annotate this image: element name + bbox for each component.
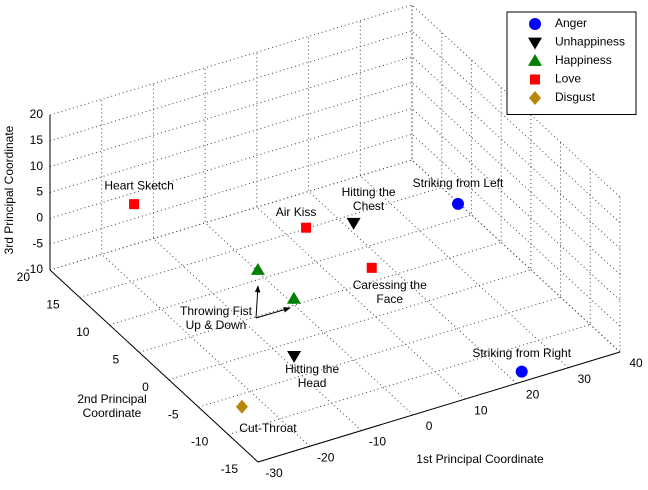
z-tick-label: -10 [26, 262, 44, 276]
y-tick-label: -5 [168, 407, 179, 421]
y-tick-label: -10 [191, 435, 209, 449]
grid-line [152, 83, 362, 431]
annotation: Up & Down [186, 318, 247, 332]
x-tick-label: 10 [474, 403, 488, 417]
y-axis-label: 2nd Principal [77, 392, 146, 406]
point [301, 222, 312, 233]
point-label: Cut-Throat [239, 421, 297, 435]
x-tick-label: -30 [265, 466, 283, 480]
x-tick-label: 0 [426, 419, 433, 433]
legend-marker [529, 91, 541, 105]
y-axis-label: Coordinate [83, 406, 142, 420]
legend-label: Unhappiness [555, 35, 625, 49]
point-label: Striking from Right [472, 346, 571, 360]
point-label: Air Kiss [276, 205, 317, 219]
point [366, 262, 377, 273]
point [235, 399, 248, 414]
legend-label: Love [555, 72, 581, 86]
annotation: Throwing Fist [180, 304, 253, 318]
point-label: Chest [353, 199, 385, 213]
annotation-arrow [255, 307, 291, 319]
z-tick-label: 20 [30, 107, 44, 121]
grid-line [308, 36, 517, 384]
y-tick-label: 10 [76, 325, 90, 339]
x-axis [257, 351, 621, 463]
point-label: Striking from Left [413, 176, 504, 190]
grid-line [49, 115, 259, 463]
y-tick-label: 15 [46, 298, 60, 312]
legend-label: Anger [555, 16, 587, 30]
z-tick-label: 0 [36, 211, 43, 225]
point-label: Face [376, 292, 403, 306]
point-label: Hitting the [342, 185, 396, 199]
legend-marker [529, 18, 541, 30]
z-axis-label: 3rd Principal Coordinate [2, 125, 16, 254]
y-tick-label: 20 [17, 270, 31, 284]
point-label: Caressing the [353, 278, 427, 292]
point [287, 351, 302, 363]
point-label: Head [298, 376, 327, 390]
x-tick-label: 20 [526, 388, 540, 402]
x-tick-label: -20 [317, 450, 335, 464]
x-tick-label: -10 [369, 435, 387, 449]
z-tick-label: 10 [30, 159, 44, 173]
legend-label: Disgust [555, 90, 596, 104]
point [129, 199, 140, 210]
annotation-arrow [254, 285, 261, 319]
point-label: Heart Sketch [104, 178, 173, 192]
y-tick-label: 5 [112, 352, 119, 366]
point [515, 365, 528, 378]
x-tick-label: 30 [578, 372, 592, 386]
legend-marker [530, 74, 540, 85]
legend-box [506, 11, 637, 115]
y-tick-label: -15 [221, 462, 239, 476]
grid-line [256, 52, 466, 400]
point [346, 217, 361, 230]
z-tick-label: 5 [36, 185, 43, 199]
grid-line [49, 133, 621, 327]
x-axis-label: 1st Principal Coordinate [416, 452, 544, 466]
grid-line [168, 114, 532, 381]
legend-marker [528, 54, 542, 66]
z-tick-label: -5 [32, 236, 43, 250]
point [452, 197, 465, 210]
grid-line [257, 197, 621, 463]
y-tick-label: 0 [142, 380, 149, 394]
grid-line [49, 5, 413, 271]
x-tick-label: 40 [629, 356, 643, 370]
legend-label: Happiness [555, 53, 612, 67]
y-axis [49, 269, 259, 463]
point-label: Hitting the [285, 362, 339, 376]
point [286, 291, 301, 304]
point [250, 263, 265, 275]
legend-marker [528, 37, 542, 50]
z-tick-label: 15 [30, 133, 44, 147]
grid-line [79, 32, 443, 298]
